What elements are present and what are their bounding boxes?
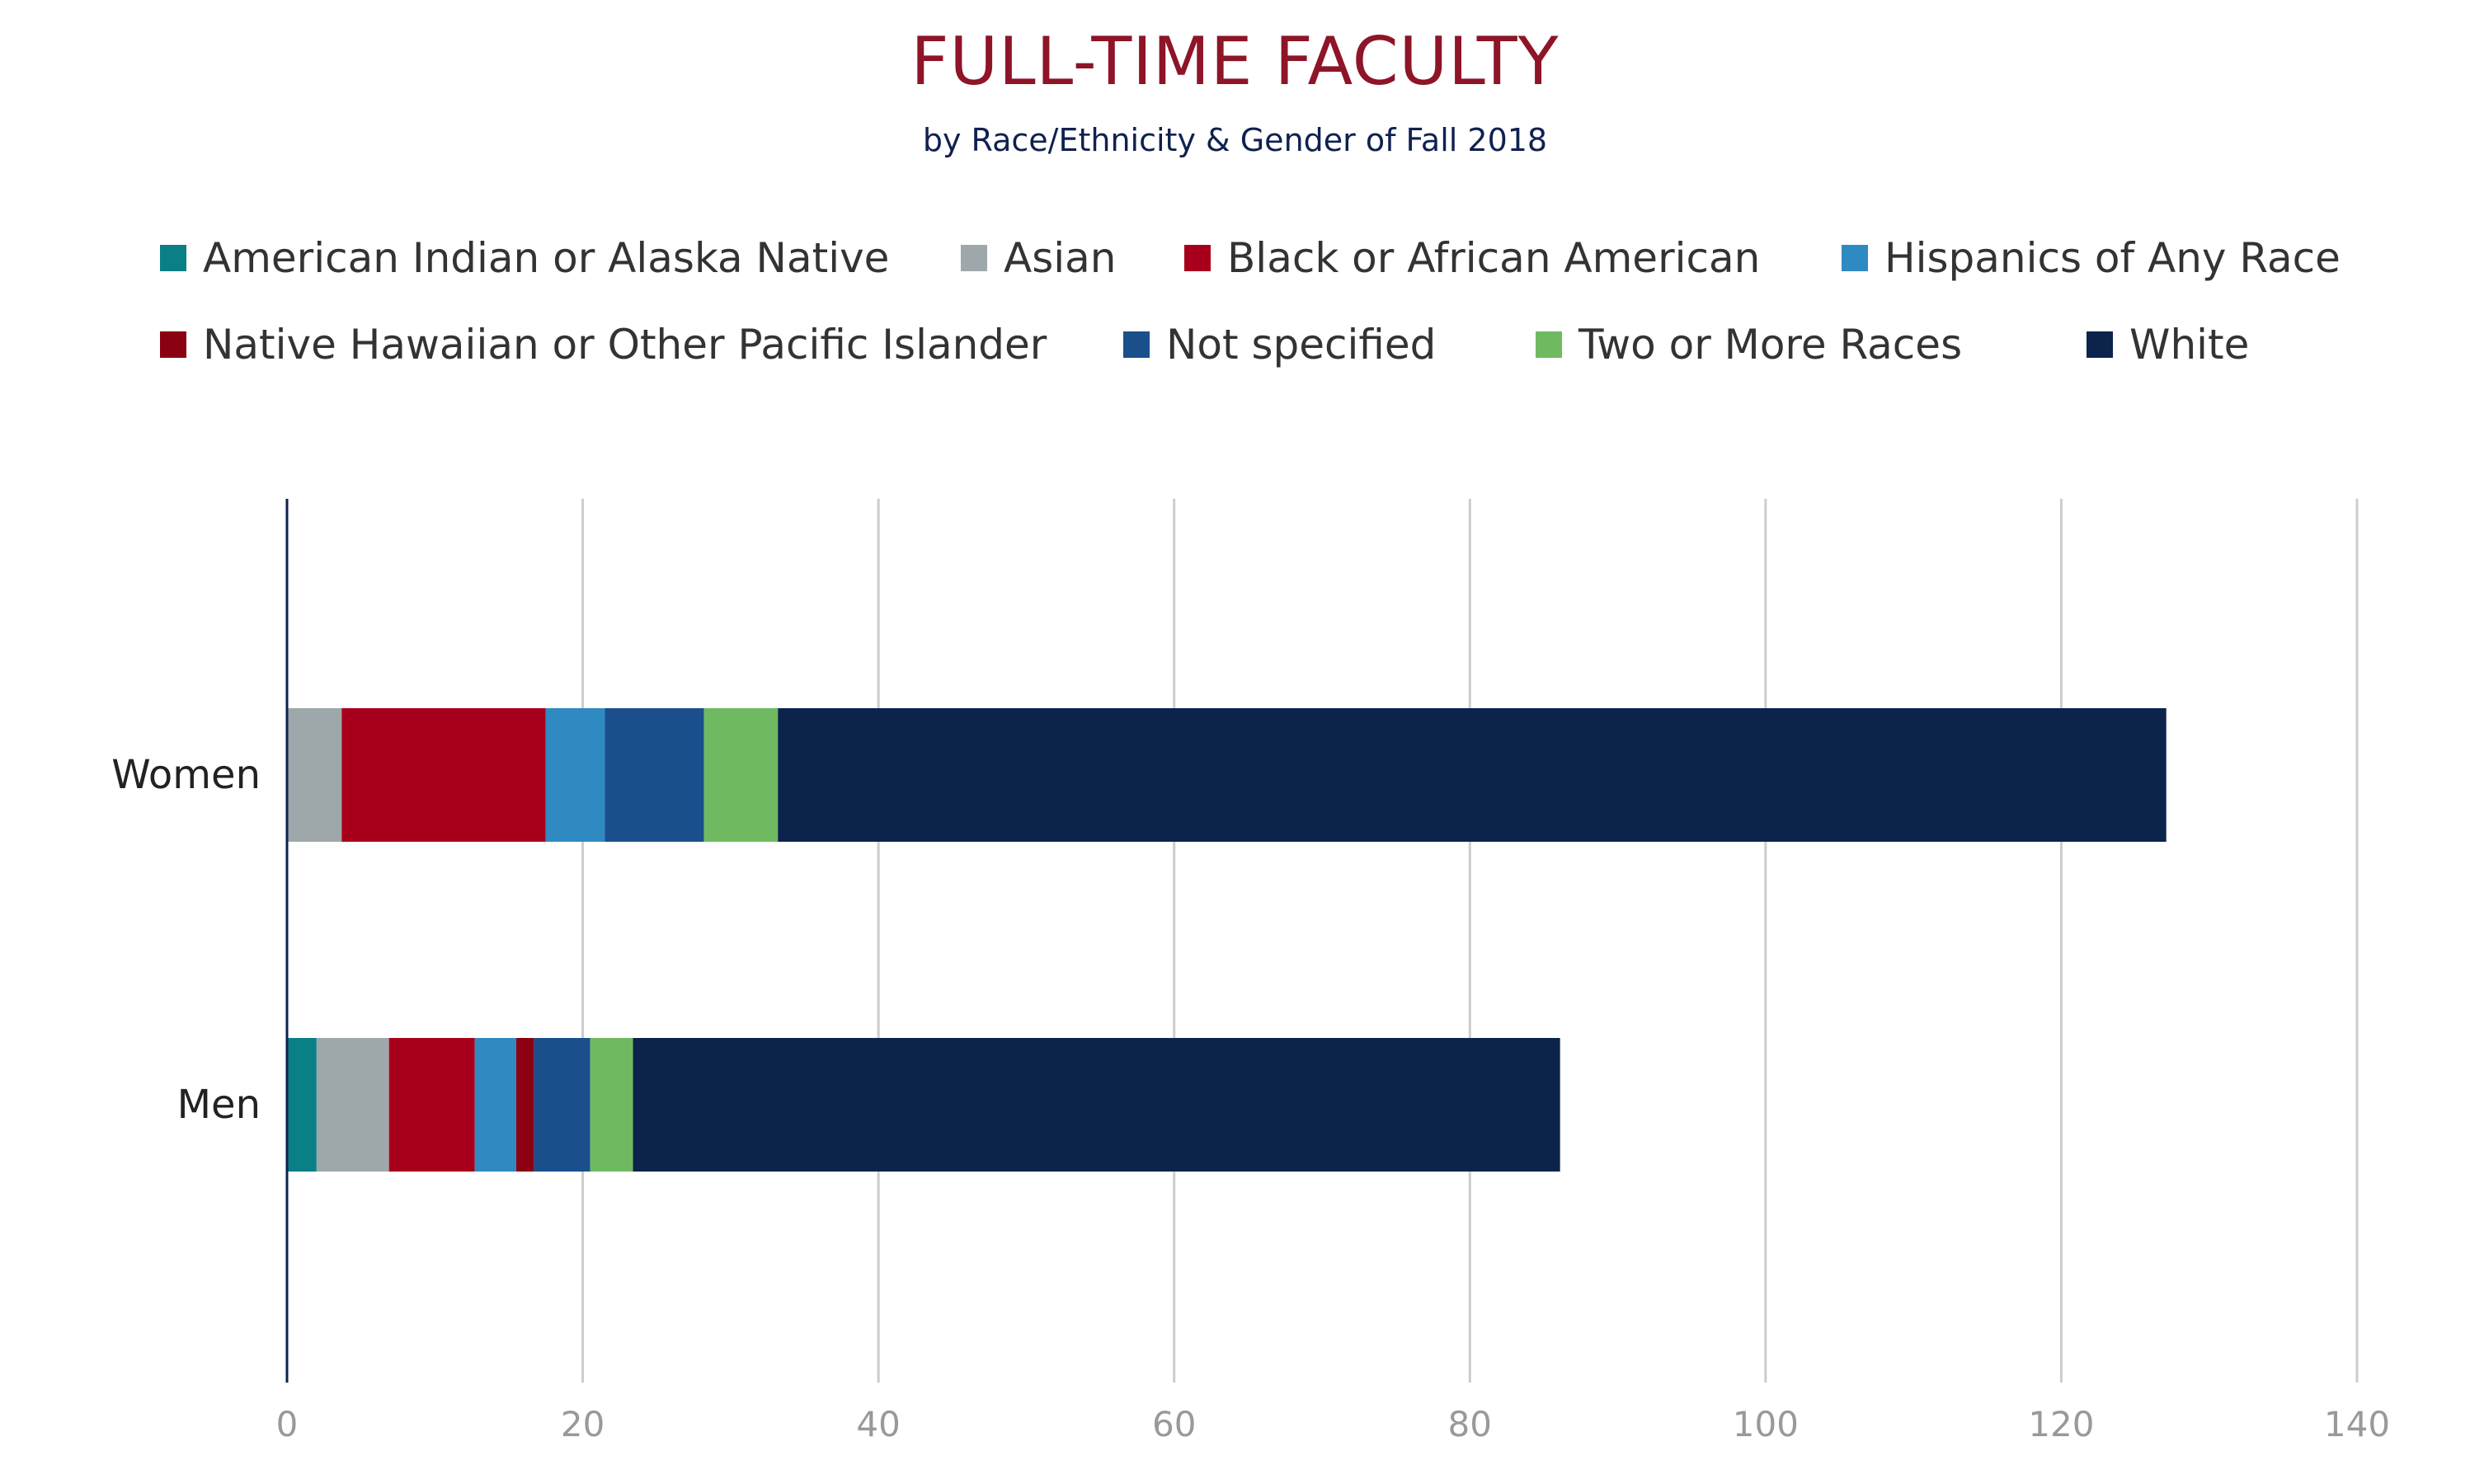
x-tick-label-60: 60	[1152, 1404, 1196, 1444]
legend-item-not-specified: Not specified	[1123, 316, 1436, 373]
x-tick-label-20: 20	[561, 1404, 605, 1444]
legend-label: Two or More Races	[1578, 321, 1963, 369]
legend-item-black-or-african-american: Black or African American	[1184, 229, 1760, 287]
legend-item-asian: Asian	[961, 229, 1116, 287]
legend-item-american-indian-or-alaska-native: American Indian or Alaska Native	[160, 229, 889, 287]
bar-women-black-or-african-american	[341, 708, 546, 842]
x-tick-label-140: 140	[2324, 1404, 2390, 1444]
legend-label: Asian	[1004, 234, 1117, 282]
bar-women-not-specified	[605, 708, 704, 842]
bar-men-black-or-african-american	[388, 1038, 475, 1172]
legend-swatch	[160, 331, 186, 358]
bar-men-asian	[316, 1038, 389, 1172]
legend-label: American Indian or Alaska Native	[203, 234, 890, 282]
bar-men-american-indian-or-alaska-native	[287, 1038, 317, 1172]
legend-swatch	[1842, 245, 1868, 271]
bar-women-asian	[287, 708, 342, 842]
legend-swatch	[1184, 245, 1211, 271]
category-label-men: Men	[177, 1082, 261, 1128]
legend-label: Native Hawaiian or Other Pacific Islande…	[203, 321, 1047, 369]
bar-men-two-or-more-races	[590, 1038, 633, 1172]
legend-label: Not specified	[1166, 321, 1437, 369]
category-label-women: Women	[111, 752, 261, 798]
legend-label: Black or African American	[1227, 234, 1761, 282]
legend-swatch	[1536, 331, 1562, 358]
category-labels: Women Men	[111, 752, 261, 1128]
legend-item-hispanics-of-any-race: Hispanics of Any Race	[1842, 229, 2341, 287]
x-tick-label-40: 40	[856, 1404, 900, 1444]
x-tick-label-0: 0	[276, 1404, 299, 1444]
legend-swatch	[1123, 331, 1150, 358]
legend-swatch	[961, 245, 987, 271]
legend-item-white: White	[2087, 316, 2249, 373]
bar-men-native-hawaiian-or-other-pacific-islander	[515, 1038, 534, 1172]
legend-item-two-or-more-races: Two or More Races	[1536, 316, 1962, 373]
legend-label: Hispanics of Any Race	[1884, 234, 2341, 282]
x-tick-label-100: 100	[1733, 1404, 1799, 1444]
bar-women-hispanics-of-any-race	[545, 708, 605, 842]
bar-men-hispanics-of-any-race	[474, 1038, 516, 1172]
x-tick-label-120: 120	[2028, 1404, 2094, 1444]
bar-women-white	[778, 708, 2167, 842]
bars	[287, 708, 2167, 1172]
gridlines	[581, 499, 2359, 1383]
legend-label: White	[2129, 321, 2250, 369]
legend-swatch	[2087, 331, 2113, 358]
x-tick-label-80: 80	[1448, 1404, 1492, 1444]
legend-swatch	[160, 245, 186, 271]
bar-women-two-or-more-races	[703, 708, 779, 842]
legend-item-native-hawaiian-or-other-pacific-islander: Native Hawaiian or Other Pacific Islande…	[160, 316, 1047, 373]
chart-title: FULL-TIME FACULTY	[910, 23, 1560, 100]
chart-subtitle: by Race/Ethnicity & Gender of Fall 2018	[922, 122, 1548, 158]
bar-men-white	[633, 1038, 1560, 1172]
tick-labels: 0 20 40 60 80 100 120 140	[276, 1404, 2390, 1444]
bar-men-not-specified	[534, 1038, 590, 1172]
